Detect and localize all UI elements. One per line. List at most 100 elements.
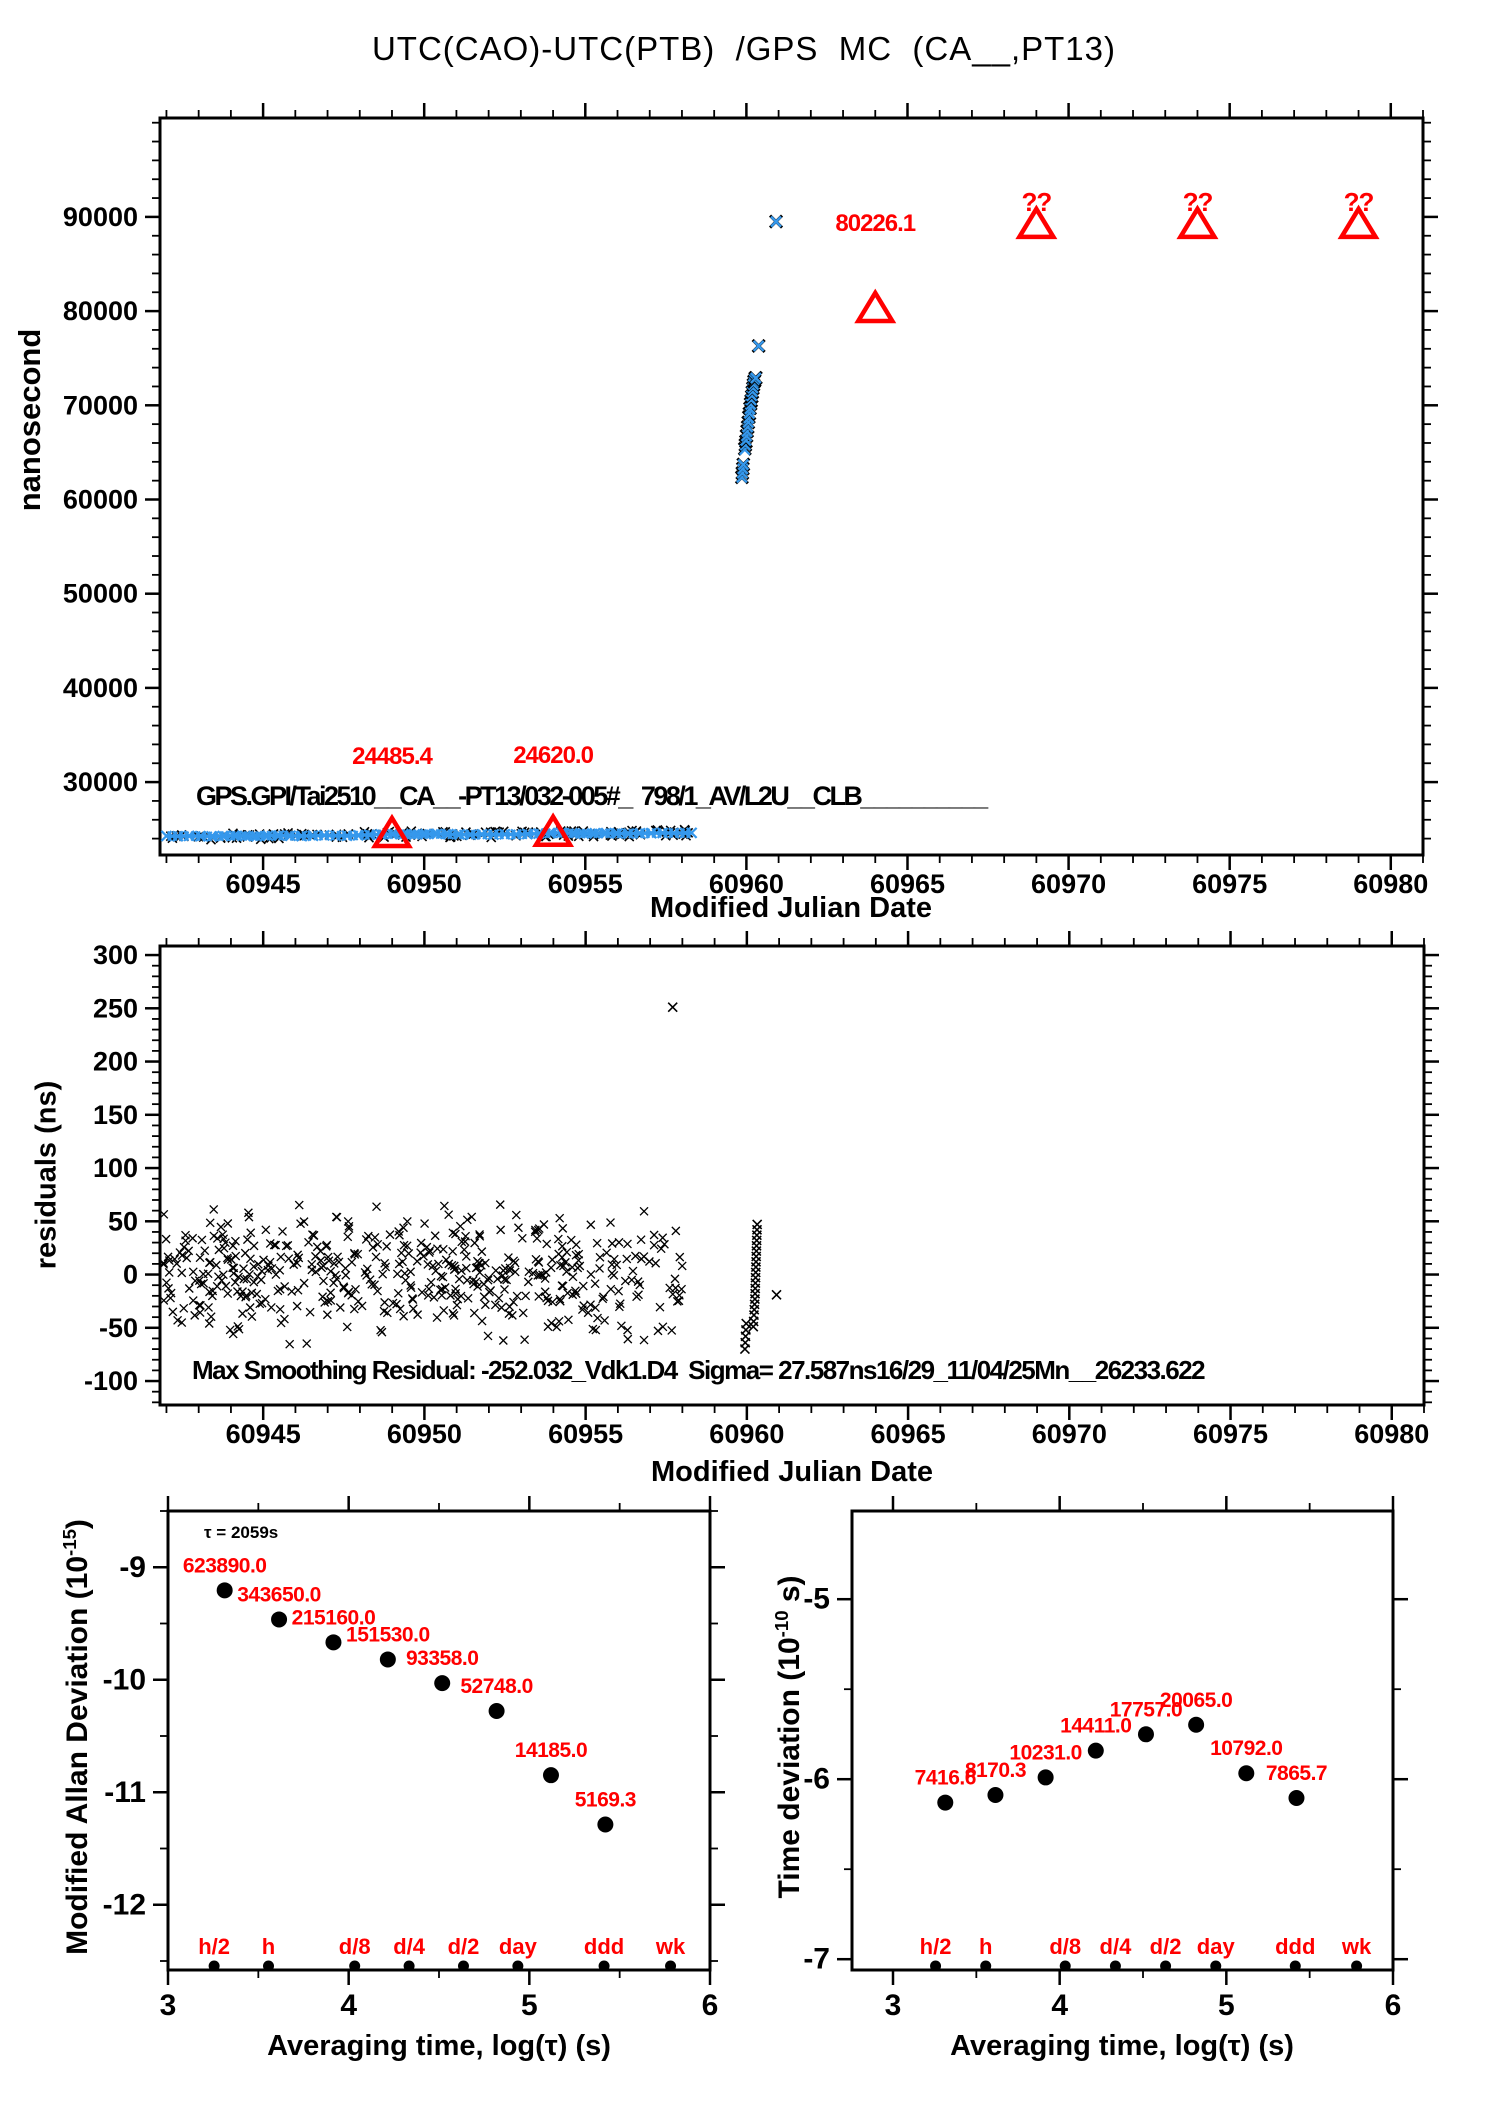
deviation-point-label: 93358.0 (406, 1647, 478, 1670)
triangle-label: ?? (1344, 187, 1374, 217)
deviation-point-label: 14411.0 (1060, 1715, 1131, 1738)
interval-tick-dot (1351, 1960, 1363, 1972)
svg-text:60980: 60980 (1353, 869, 1428, 899)
deviation-point-label: 52748.0 (460, 1675, 532, 1698)
mdev-y-axis-title: Modified Allan Deviation (10-15) (59, 1519, 95, 1955)
interval-tick-label: d/8 (1049, 1934, 1081, 1959)
residuals-plot: 60945 60950 60955 60960 60965 60970 60975 60980… (84, 931, 1439, 1449)
deviation-point (937, 1794, 954, 1811)
svg-text:60970: 60970 (1032, 1419, 1107, 1449)
svg-text:3: 3 (885, 1989, 902, 2022)
deviation-point-label: 8170.3 (965, 1759, 1026, 1782)
top-y-axis-title: nanosecond (12, 328, 47, 512)
interval-tick-dot (349, 1960, 361, 1972)
reference-triangles: 24485.4 24620.0 80226.1?????? (352, 187, 1380, 849)
deviation-point-label: 5169.3 (575, 1788, 636, 1811)
interval-tick-dot (263, 1960, 275, 1972)
tdev-interval-ticks: h/2 h d/8 d/4 d/2 day ddd wk (920, 1934, 1372, 1972)
mdev-y-title-exponent: -15 (59, 1529, 80, 1556)
interval-tick-label: wk (1341, 1934, 1372, 1959)
triangle-label: 24620.0 (513, 742, 593, 769)
svg-text:60975: 60975 (1192, 869, 1267, 899)
svg-text:60945: 60945 (226, 1419, 301, 1449)
svg-text:60945: 60945 (226, 869, 301, 899)
tdev-x-axis-title: Averaging time, log(τ) (s) (950, 2030, 1294, 2062)
interval-tick-dot (1289, 1960, 1301, 1972)
svg-text:0: 0 (123, 1260, 138, 1290)
deviation-point (1087, 1742, 1104, 1759)
tdev-y-title-pre: Time deviation (10 (773, 1637, 806, 1899)
tdev-y-title-post: s) (773, 1575, 806, 1611)
svg-text:3: 3 (160, 1989, 177, 2022)
svg-text:4: 4 (1051, 1989, 1068, 2022)
deviation-point-label: 7865.7 (1266, 1762, 1327, 1785)
interval-tick-label: day (1197, 1934, 1236, 1959)
svg-text:300: 300 (93, 940, 138, 970)
interval-tick-label: day (499, 1934, 538, 1959)
svg-text:60955: 60955 (548, 1419, 623, 1449)
svg-text:30000: 30000 (63, 767, 138, 797)
triangle-marker (1176, 204, 1219, 240)
interval-tick-dot (598, 1960, 610, 1972)
deviation-point (987, 1787, 1004, 1804)
svg-text:60965: 60965 (871, 1419, 946, 1449)
deviation-point-label: 20065.0 (1160, 1689, 1232, 1712)
interval-tick-dot (1059, 1960, 1071, 1972)
deviation-point (216, 1582, 233, 1599)
triangle-marker (370, 813, 413, 849)
svg-text:4: 4 (340, 1989, 357, 2022)
svg-text:60950: 60950 (387, 1419, 462, 1449)
svg-text:60960: 60960 (709, 869, 784, 899)
triangle-label: 80226.1 (835, 210, 915, 237)
deviation-point (597, 1816, 614, 1833)
svg-text:60950: 60950 (387, 869, 462, 899)
svg-text:80000: 80000 (63, 296, 138, 326)
svg-text:-7: -7 (803, 1943, 830, 1976)
triangle-label: ?? (1183, 187, 1213, 217)
svg-text:90000: 90000 (63, 202, 138, 232)
svg-text:60955: 60955 (548, 869, 623, 899)
middle-y-axis-title: residuals (ns) (30, 1080, 63, 1270)
residual-scatter (159, 1200, 687, 1349)
mdev-x-axis-title: Averaging time, log(τ) (s) (267, 2030, 611, 2062)
mdev-plot: 3 4 5 6-12-11-10-9 623890.0343650.0215160.01… (103, 1496, 725, 2022)
deviation-point (1238, 1765, 1255, 1782)
svg-text:60975: 60975 (1193, 1419, 1268, 1449)
svg-text:250: 250 (93, 993, 138, 1023)
interval-tick-dot (1109, 1960, 1121, 1972)
svg-text:5: 5 (521, 1989, 538, 2022)
chart-title: UTC(CAO)-UTC(PTB) /GPS MC (CA__,PT13) (371, 30, 1117, 67)
deviation-point (1137, 1726, 1154, 1743)
deviation-point-label: 623890.0 (183, 1554, 267, 1577)
interval-tick-label: d/4 (393, 1934, 426, 1959)
interval-tick-label: h (979, 1934, 992, 1959)
triangle-marker (1015, 204, 1058, 240)
svg-text:50: 50 (108, 1206, 138, 1236)
interval-tick-dot (1160, 1960, 1172, 1972)
deviation-point-label: 343650.0 (237, 1583, 321, 1606)
svg-text:200: 200 (93, 1047, 138, 1077)
triangle-label: 24485.4 (352, 743, 433, 770)
interval-tick-dot (512, 1960, 524, 1972)
svg-text:-6: -6 (803, 1763, 830, 1796)
svg-text:5: 5 (1218, 1989, 1235, 2022)
interval-tick-label: h/2 (198, 1934, 230, 1959)
triangle-label: ?? (1021, 187, 1051, 217)
interval-tick-dot (665, 1960, 677, 1972)
interval-tick-dot (1210, 1960, 1222, 1972)
interval-tick-label: h (262, 1934, 275, 1959)
middle-x-axis-title: Modified Julian Date (651, 1456, 933, 1488)
svg-text:-11: -11 (104, 1776, 146, 1809)
deviation-point-label: 7416.6 (915, 1767, 976, 1790)
svg-text:60965: 60965 (870, 869, 945, 899)
interval-tick-dot (208, 1960, 220, 1972)
top-x-axis-title: Modified Julian Date (650, 892, 932, 924)
deviation-point (1037, 1769, 1054, 1786)
mdev-y-title-pre: Modified Allan Deviation (10 (61, 1555, 94, 1955)
svg-text:100: 100 (93, 1153, 138, 1183)
svg-text:70000: 70000 (63, 390, 138, 420)
svg-text:-12: -12 (103, 1888, 146, 1921)
svg-text:50000: 50000 (63, 579, 138, 609)
